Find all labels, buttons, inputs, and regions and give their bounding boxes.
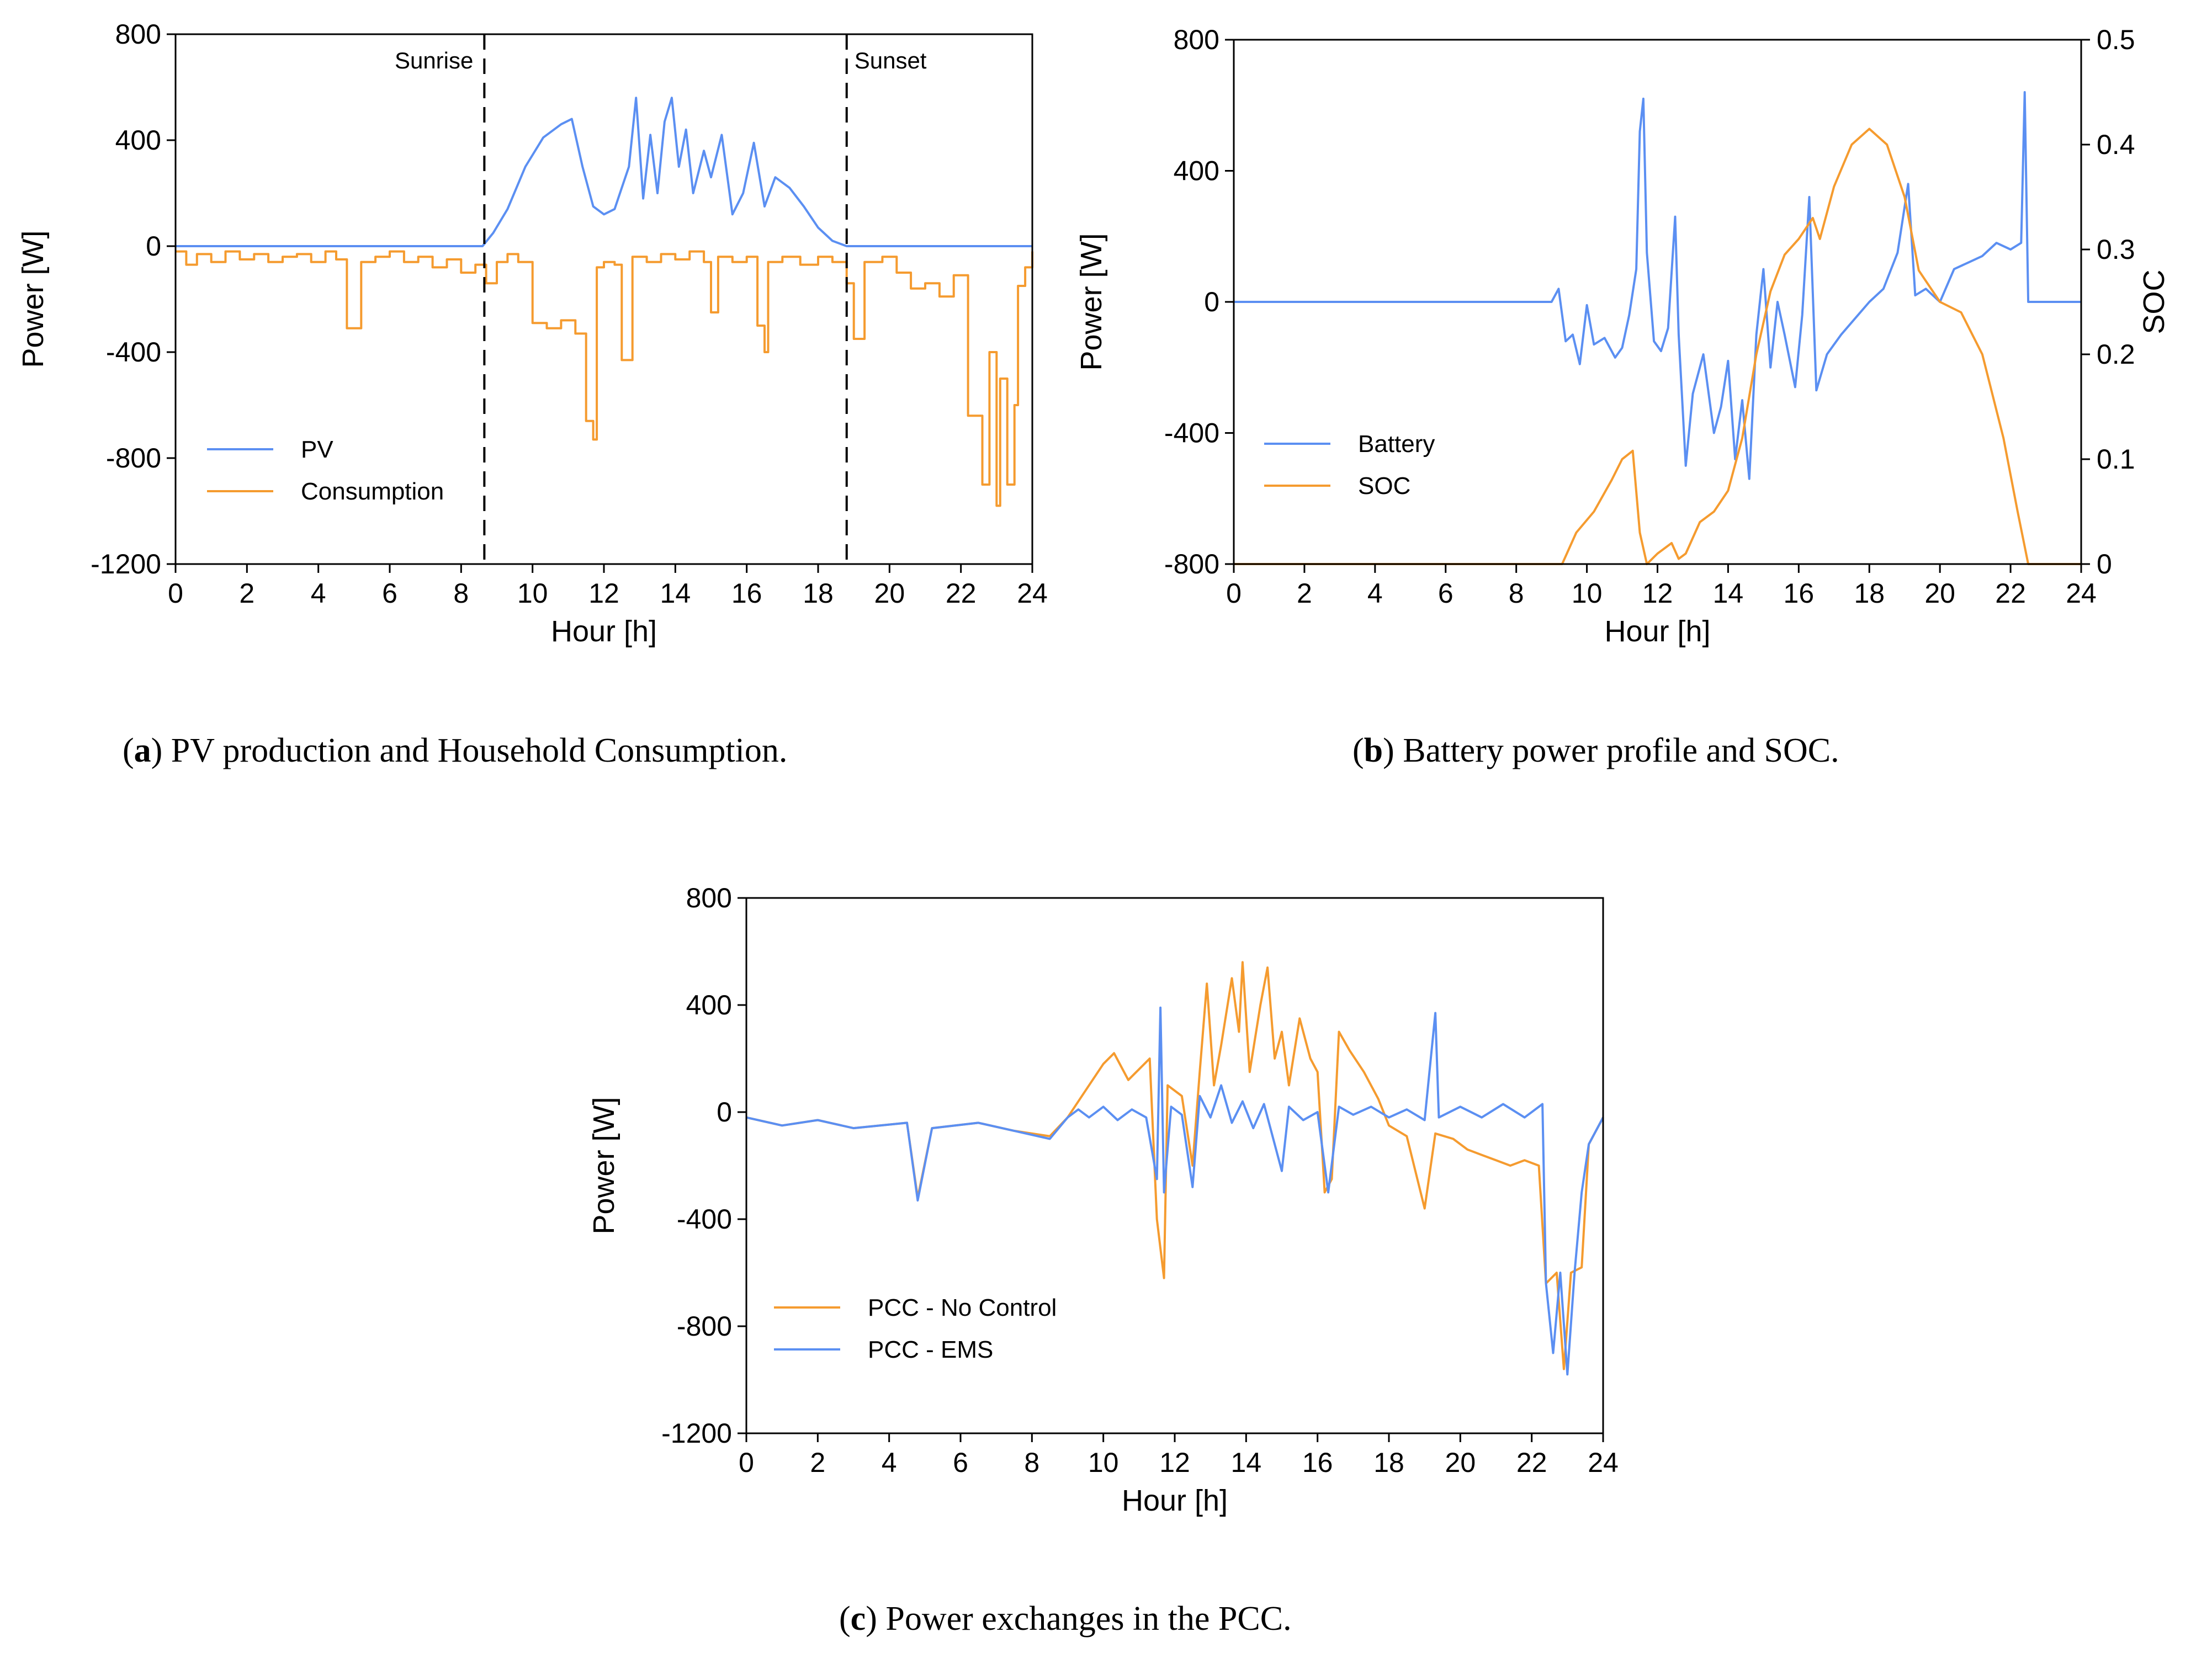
- caption-c: (c) Power exchanges in the PCC.: [839, 1600, 1292, 1638]
- x-tick-label: 24: [1588, 1447, 1619, 1478]
- legend-label-a-1: Consumption: [301, 478, 444, 505]
- x-tick-label: 20: [1445, 1447, 1476, 1478]
- x-tick-label: 16: [1302, 1447, 1333, 1478]
- y-tick-label: -800: [106, 443, 161, 474]
- series-line-c-1: [746, 1006, 1604, 1376]
- x-tick-label: 2: [1297, 578, 1312, 609]
- x-tick-label: 22: [1516, 1447, 1547, 1478]
- y-tick-label: 0: [717, 1097, 732, 1128]
- x-axis-label: Hour [h]: [1122, 1484, 1228, 1517]
- legend-label-b-1: SOC: [1358, 472, 1410, 499]
- y-tick-label: -1200: [91, 549, 161, 580]
- caption-letter: c: [851, 1600, 866, 1638]
- series-line-b-1: [1234, 127, 2081, 565]
- x-tick-label: 20: [1924, 578, 1955, 609]
- x-tick-label: 10: [1088, 1447, 1119, 1478]
- chart-c: 0 2 4 6 8 10 12 14 16 18 20 22 248004000-400-800-120…: [587, 882, 1619, 1638]
- y-tick-label: 400: [115, 125, 161, 156]
- x-tick-label: 2: [239, 578, 254, 609]
- x-tick-label: 12: [1159, 1447, 1190, 1478]
- x-tick-label: 18: [1373, 1447, 1404, 1478]
- x-axis-label: Hour [h]: [1604, 615, 1710, 648]
- series-line-a-1: [176, 250, 1033, 507]
- x-tick-label: 12: [588, 578, 619, 609]
- legend-label-b-0: Battery: [1358, 430, 1435, 458]
- x-tick-label: 0: [168, 578, 183, 609]
- y-axis-label: Power [W]: [17, 230, 50, 368]
- x-tick-label: 4: [882, 1447, 897, 1478]
- x-tick-label: 0: [739, 1447, 754, 1478]
- y-tick-label: 0: [1204, 286, 1219, 317]
- x-tick-label: 6: [953, 1447, 968, 1478]
- x-tick-label: 0: [1226, 578, 1242, 609]
- chart-b: 0 2 4 6 8 10 12 14 16 18 20 22 248004000-400-8000.50…: [1075, 24, 2171, 769]
- y-tick-label: -800: [677, 1311, 732, 1342]
- x-tick-label: 8: [1509, 578, 1524, 609]
- x-tick-label: 14: [660, 578, 691, 609]
- series-line-a-0: [176, 97, 1032, 247]
- y-right-tick-label: 0.3: [2097, 234, 2135, 265]
- y-tick-label: 400: [686, 990, 732, 1020]
- caption-letter: a: [134, 732, 151, 769]
- caption-b: (b) Battery power profile and SOC.: [1352, 732, 1839, 769]
- x-tick-label: 22: [946, 578, 977, 609]
- caption-a: (a) PV production and Household Consumpt…: [123, 732, 787, 769]
- legend-label-c-1: PCC - EMS: [868, 1336, 993, 1363]
- x-tick-label: 2: [810, 1447, 825, 1478]
- y-tick-label: 0: [146, 231, 161, 262]
- x-tick-label: 18: [1854, 578, 1885, 609]
- series-line-b-0: [1234, 91, 2081, 480]
- x-tick-label: 10: [517, 578, 548, 609]
- y-tick-label: -800: [1164, 549, 1219, 580]
- y-tick-label: -400: [1164, 418, 1219, 449]
- y-right-tick-label: 0.2: [2097, 339, 2135, 370]
- y-right-axis-label: SOC: [2137, 269, 2171, 334]
- legend-label-a-0: PV: [301, 436, 333, 463]
- x-tick-label: 22: [1995, 578, 2026, 609]
- x-tick-label: 4: [311, 578, 326, 609]
- x-tick-label: 6: [1438, 578, 1454, 609]
- x-tick-label: 18: [803, 578, 834, 609]
- y-right-tick-label: 0.1: [2097, 444, 2135, 475]
- x-tick-label: 16: [1784, 578, 1815, 609]
- y-axis-label: Power [W]: [587, 1097, 620, 1234]
- y-right-tick-label: 0: [2097, 549, 2112, 580]
- y-right-tick-label: 0.4: [2097, 129, 2135, 160]
- x-tick-label: 14: [1713, 578, 1744, 609]
- x-tick-label: 16: [731, 578, 762, 609]
- annotation-label-0: Sunrise: [395, 47, 473, 73]
- y-tick-label: 800: [115, 19, 161, 50]
- series-line-c-0: [746, 961, 1604, 1370]
- x-tick-label: 12: [1642, 578, 1673, 609]
- caption-letter: b: [1364, 732, 1383, 769]
- annotation-label-1: Sunset: [855, 47, 927, 73]
- y-tick-label: -400: [106, 337, 161, 368]
- y-right-tick-label: 0.5: [2097, 24, 2135, 55]
- y-tick-label: -400: [677, 1204, 732, 1235]
- x-tick-label: 24: [2066, 578, 2097, 609]
- y-tick-label: -1200: [661, 1418, 732, 1449]
- x-tick-label: 6: [382, 578, 397, 609]
- x-tick-label: 4: [1367, 578, 1383, 609]
- x-tick-label: 24: [1017, 578, 1048, 609]
- x-tick-label: 20: [874, 578, 905, 609]
- y-tick-label: 800: [1174, 24, 1219, 55]
- y-tick-label: 800: [686, 882, 732, 913]
- chart-a: 0 2 4 6 8 10 12 14 16 18 20 22 248004000-400-800-120…: [17, 19, 1048, 769]
- x-tick-label: 14: [1231, 1447, 1262, 1478]
- x-tick-label: 10: [1572, 578, 1603, 609]
- y-axis-label: Power [W]: [1075, 233, 1108, 370]
- y-tick-label: 400: [1174, 156, 1219, 187]
- x-tick-label: 8: [453, 578, 469, 609]
- legend-label-c-0: PCC - No Control: [868, 1294, 1057, 1321]
- x-tick-label: 8: [1024, 1447, 1039, 1478]
- x-axis-label: Hour [h]: [551, 615, 657, 648]
